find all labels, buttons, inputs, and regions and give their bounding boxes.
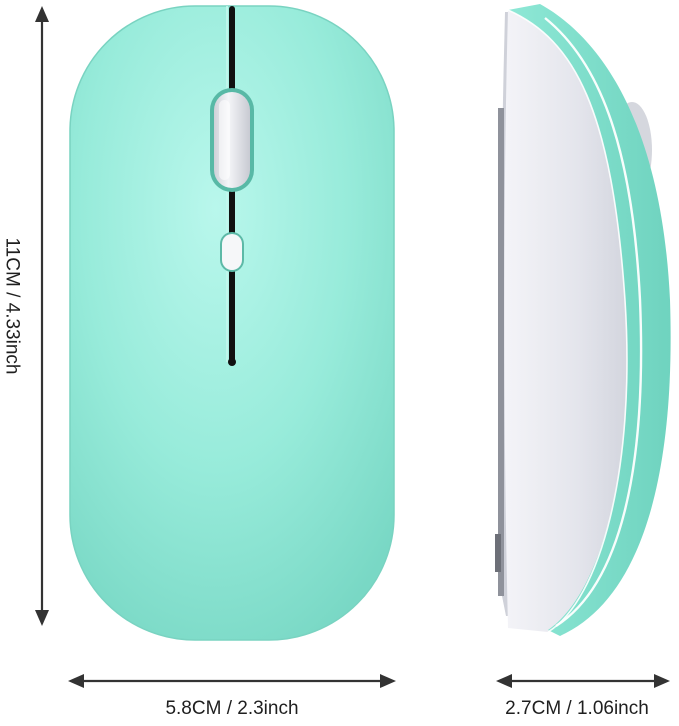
width-arrow xyxy=(68,674,396,688)
width-label: 5.8CM / 2.3inch xyxy=(165,698,299,719)
height-label: 11CM / 4.33inch xyxy=(1,237,23,375)
mouse-top-view xyxy=(69,5,395,641)
mouse-side-view xyxy=(495,4,671,636)
height-arrow xyxy=(35,6,49,626)
groove-end-dot xyxy=(228,358,236,366)
dpi-button xyxy=(220,232,244,272)
depth-label: 2.7CM / 1.06inch xyxy=(505,698,649,719)
power-switch xyxy=(495,534,501,572)
depth-arrow xyxy=(496,674,670,688)
scroll-wheel xyxy=(210,88,254,192)
